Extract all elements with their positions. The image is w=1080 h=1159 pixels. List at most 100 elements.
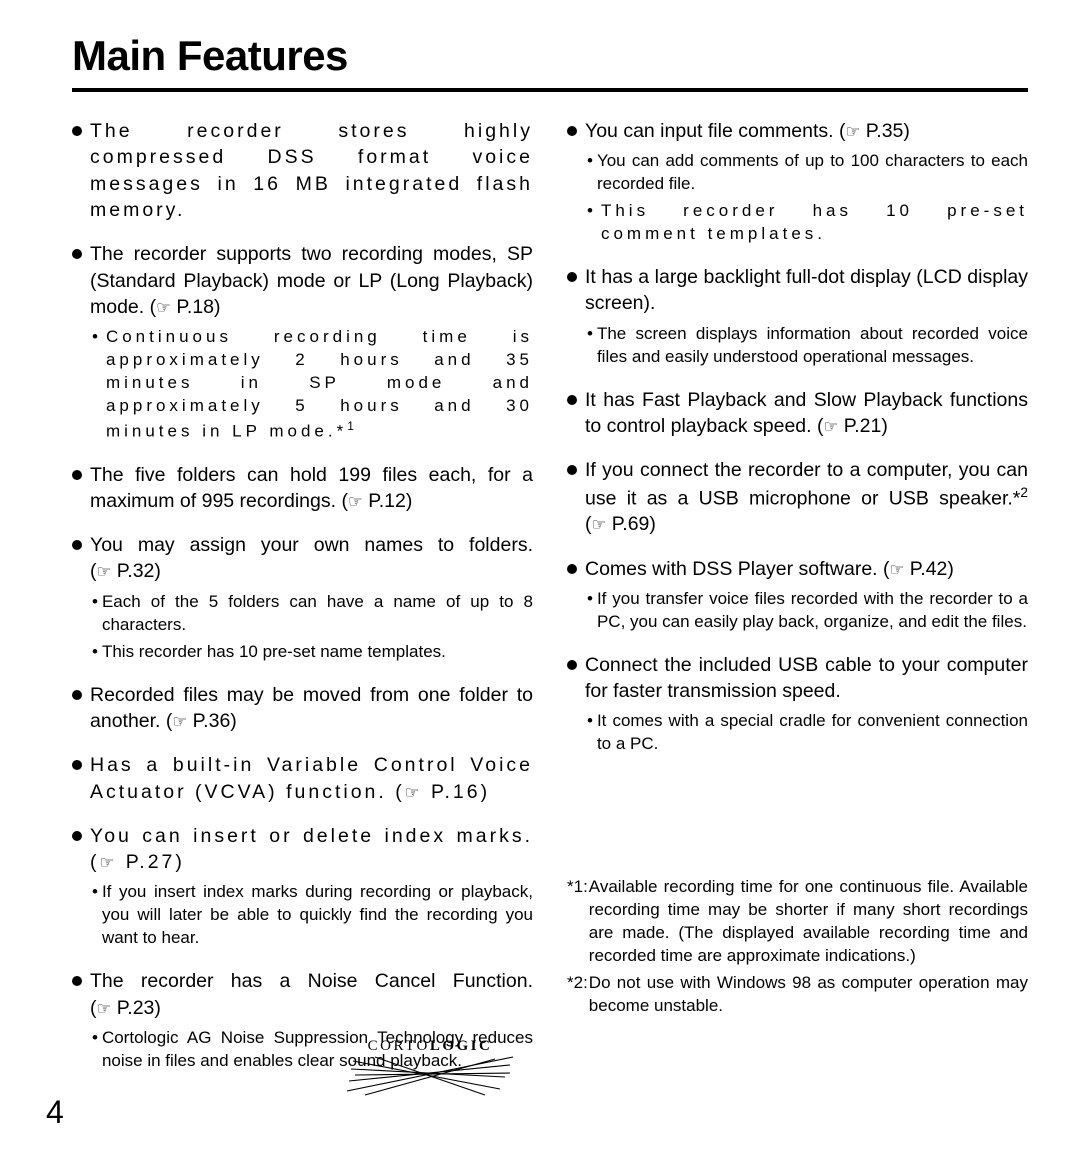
- sub-list: •Each of the 5 folders can have a name o…: [72, 591, 533, 664]
- feature-text: It has a large backlight full-dot displa…: [585, 264, 1028, 317]
- footnote: *2: Do not use with Windows 98 as comput…: [567, 972, 1028, 1018]
- sub-bullet-icon: •: [587, 588, 593, 634]
- feature-main: The recorder has a Noise Cancel Function…: [72, 968, 533, 1021]
- page-ref-icon: ☞: [405, 782, 423, 804]
- sub-text: This recorder has 10 pre-set comment tem…: [601, 200, 1028, 246]
- page-ref-icon: ☞: [156, 297, 171, 319]
- right-column: You can input file comments. (☞ P.35) •Yo…: [567, 118, 1028, 1091]
- bullet-icon: [567, 465, 577, 475]
- sub-bullet-icon: •: [92, 591, 98, 637]
- bullet-icon: [72, 249, 82, 259]
- feature-main: You can insert or delete index marks. (☞…: [72, 823, 533, 876]
- page-title: Main Features: [72, 32, 1028, 80]
- sub-item: •The screen displays information about r…: [587, 323, 1028, 369]
- sub-item: •It comes with a special cradle for conv…: [587, 710, 1028, 756]
- sub-item: •Continuous recording time is approximat…: [92, 326, 533, 443]
- feature-item: The recorder supports two recording mode…: [72, 241, 533, 443]
- feature-text: Comes with DSS Player software. (☞ P.42): [585, 556, 1028, 582]
- page-ref-icon: ☞: [100, 852, 118, 874]
- feature-item: If you connect the recorder to a compute…: [567, 457, 1028, 537]
- feature-item: Connect the included USB cable to your c…: [567, 652, 1028, 757]
- sub-text: If you transfer voice files recorded wit…: [597, 588, 1028, 634]
- feature-item: Recorded files may be moved from one fol…: [72, 682, 533, 735]
- feature-text: The recorder supports two recording mode…: [90, 241, 533, 320]
- feature-main: If you connect the recorder to a compute…: [567, 457, 1028, 537]
- bullet-icon: [72, 470, 82, 480]
- page-ref-icon: ☞: [823, 416, 838, 438]
- feature-main: Recorded files may be moved from one fol…: [72, 682, 533, 735]
- feature-text: The five folders can hold 199 files each…: [90, 462, 533, 515]
- sub-item: •If you transfer voice files recorded wi…: [587, 588, 1028, 634]
- feature-item: It has Fast Playback and Slow Playback f…: [567, 387, 1028, 440]
- feature-main: It has Fast Playback and Slow Playback f…: [567, 387, 1028, 440]
- sub-bullet-icon: •: [92, 326, 102, 443]
- feature-main: Has a built-in Variable Control Voice Ac…: [72, 752, 533, 805]
- page-ref-icon: ☞: [97, 561, 112, 583]
- footnotes: *1: Available recording time for one con…: [567, 876, 1028, 1018]
- feature-text: You can insert or delete index marks. (☞…: [90, 823, 533, 876]
- bullet-icon: [72, 976, 82, 986]
- sub-text: Continuous recording time is approximate…: [106, 326, 533, 443]
- feature-text: Has a built-in Variable Control Voice Ac…: [90, 752, 533, 805]
- feature-item: You may assign your own names to folders…: [72, 532, 533, 663]
- sub-text: If you insert index marks during recordi…: [102, 881, 533, 950]
- bullet-icon: [72, 126, 82, 136]
- page-ref-icon: ☞: [97, 998, 112, 1020]
- feature-text: The recorder stores highly compressed DS…: [90, 118, 533, 223]
- feature-main: The five folders can hold 199 files each…: [72, 462, 533, 515]
- footnote: *1: Available recording time for one con…: [567, 876, 1028, 968]
- feature-main: The recorder stores highly compressed DS…: [72, 118, 533, 223]
- sub-item: •Each of the 5 folders can have a name o…: [92, 591, 533, 637]
- feature-text: It has Fast Playback and Slow Playback f…: [585, 387, 1028, 440]
- sub-bullet-icon: •: [587, 323, 593, 369]
- sub-bullet-icon: •: [587, 200, 597, 246]
- feature-main: It has a large backlight full-dot displa…: [567, 264, 1028, 317]
- page-ref-icon: ☞: [348, 491, 363, 513]
- feature-main: Connect the included USB cable to your c…: [567, 652, 1028, 705]
- bullet-icon: [567, 564, 577, 574]
- footnote-text: Available recording time for one continu…: [589, 876, 1028, 968]
- feature-item: The five folders can hold 199 files each…: [72, 462, 533, 515]
- feature-item: You can insert or delete index marks. (☞…: [72, 823, 533, 950]
- feature-text: If you connect the recorder to a compute…: [585, 457, 1028, 537]
- sub-list: •It comes with a special cradle for conv…: [567, 710, 1028, 756]
- feature-main: You may assign your own names to folders…: [72, 532, 533, 585]
- sub-bullet-icon: •: [92, 881, 98, 950]
- feature-item: Has a built-in Variable Control Voice Ac…: [72, 752, 533, 805]
- sub-item: •This recorder has 10 pre-set name templ…: [92, 641, 533, 664]
- page-ref-icon: ☞: [890, 559, 905, 581]
- feature-main: Comes with DSS Player software. (☞ P.42): [567, 556, 1028, 582]
- sub-list: •The screen displays information about r…: [567, 323, 1028, 369]
- bullet-icon: [567, 395, 577, 405]
- logo-text: CORTOLOGIC: [340, 1038, 520, 1055]
- feature-text: You can input file comments. (☞ P.35): [585, 118, 1028, 144]
- bullet-icon: [72, 690, 82, 700]
- feature-text: Recorded files may be moved from one fol…: [90, 682, 533, 735]
- bullet-icon: [567, 660, 577, 670]
- feature-item: You can input file comments. (☞ P.35) •Yo…: [567, 118, 1028, 246]
- logo-scribble-icon: [345, 1055, 515, 1097]
- sub-text: It comes with a special cradle for conve…: [597, 710, 1028, 756]
- title-rule: [72, 88, 1028, 92]
- sub-bullet-icon: •: [92, 1027, 98, 1073]
- feature-text: The recorder has a Noise Cancel Function…: [90, 968, 533, 1021]
- feature-main: You can input file comments. (☞ P.35): [567, 118, 1028, 144]
- feature-item: Comes with DSS Player software. (☞ P.42)…: [567, 556, 1028, 634]
- footnote-text: Do not use with Windows 98 as computer o…: [589, 972, 1028, 1018]
- feature-text: You may assign your own names to folders…: [90, 532, 533, 585]
- bullet-icon: [567, 272, 577, 282]
- left-column: The recorder stores highly compressed DS…: [72, 118, 533, 1091]
- sub-bullet-icon: •: [92, 641, 98, 664]
- sub-item: •This recorder has 10 pre-set comment te…: [587, 200, 1028, 246]
- sub-text: The screen displays information about re…: [597, 323, 1028, 369]
- page-ref-icon: ☞: [846, 121, 861, 143]
- cortologic-logo: CORTOLOGIC: [340, 1038, 520, 1102]
- sub-list: •Continuous recording time is approximat…: [72, 326, 533, 443]
- bullet-icon: [72, 540, 82, 550]
- page-ref-icon: ☞: [592, 514, 607, 536]
- footnote-label: *2:: [567, 972, 588, 1018]
- sub-list: •You can add comments of up to 100 chara…: [567, 150, 1028, 246]
- feature-main: The recorder supports two recording mode…: [72, 241, 533, 320]
- sub-item: •You can add comments of up to 100 chara…: [587, 150, 1028, 196]
- footnote-label: *1:: [567, 876, 588, 968]
